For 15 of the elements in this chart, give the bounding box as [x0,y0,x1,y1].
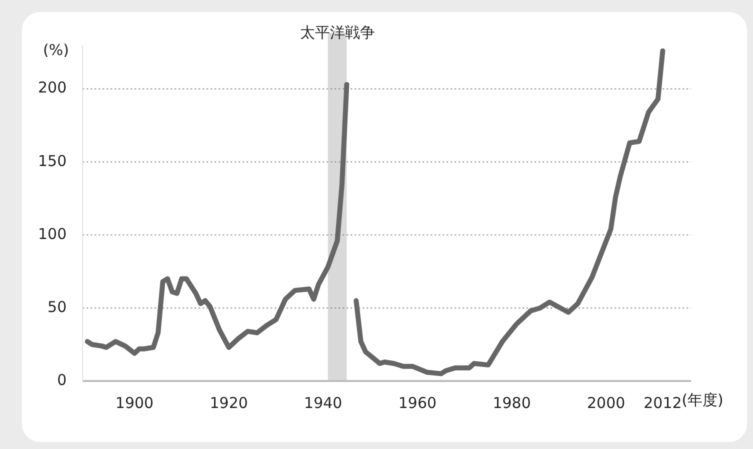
y-tick-label: 0 [57,370,67,389]
y-tick-label: 100 [38,224,67,243]
x-tick-label: 1980 [492,394,531,412]
y-tick-label: 200 [38,78,67,97]
x-tick-label: 1940 [304,394,342,412]
x-tick-label: 2012 [644,394,682,412]
band-label: 太平洋戦争 [300,23,375,42]
x-tick-label: 2000 [587,394,626,412]
y-tick-label: 50 [48,298,67,316]
x-axis-title: (年度) [682,390,724,409]
y-axis-title: (%) [43,40,69,59]
x-tick-label: 1900 [115,394,154,412]
x-tick-label: 1960 [398,394,437,412]
y-tick-label: 150 [38,152,67,170]
x-tick-label: 1920 [210,394,248,412]
